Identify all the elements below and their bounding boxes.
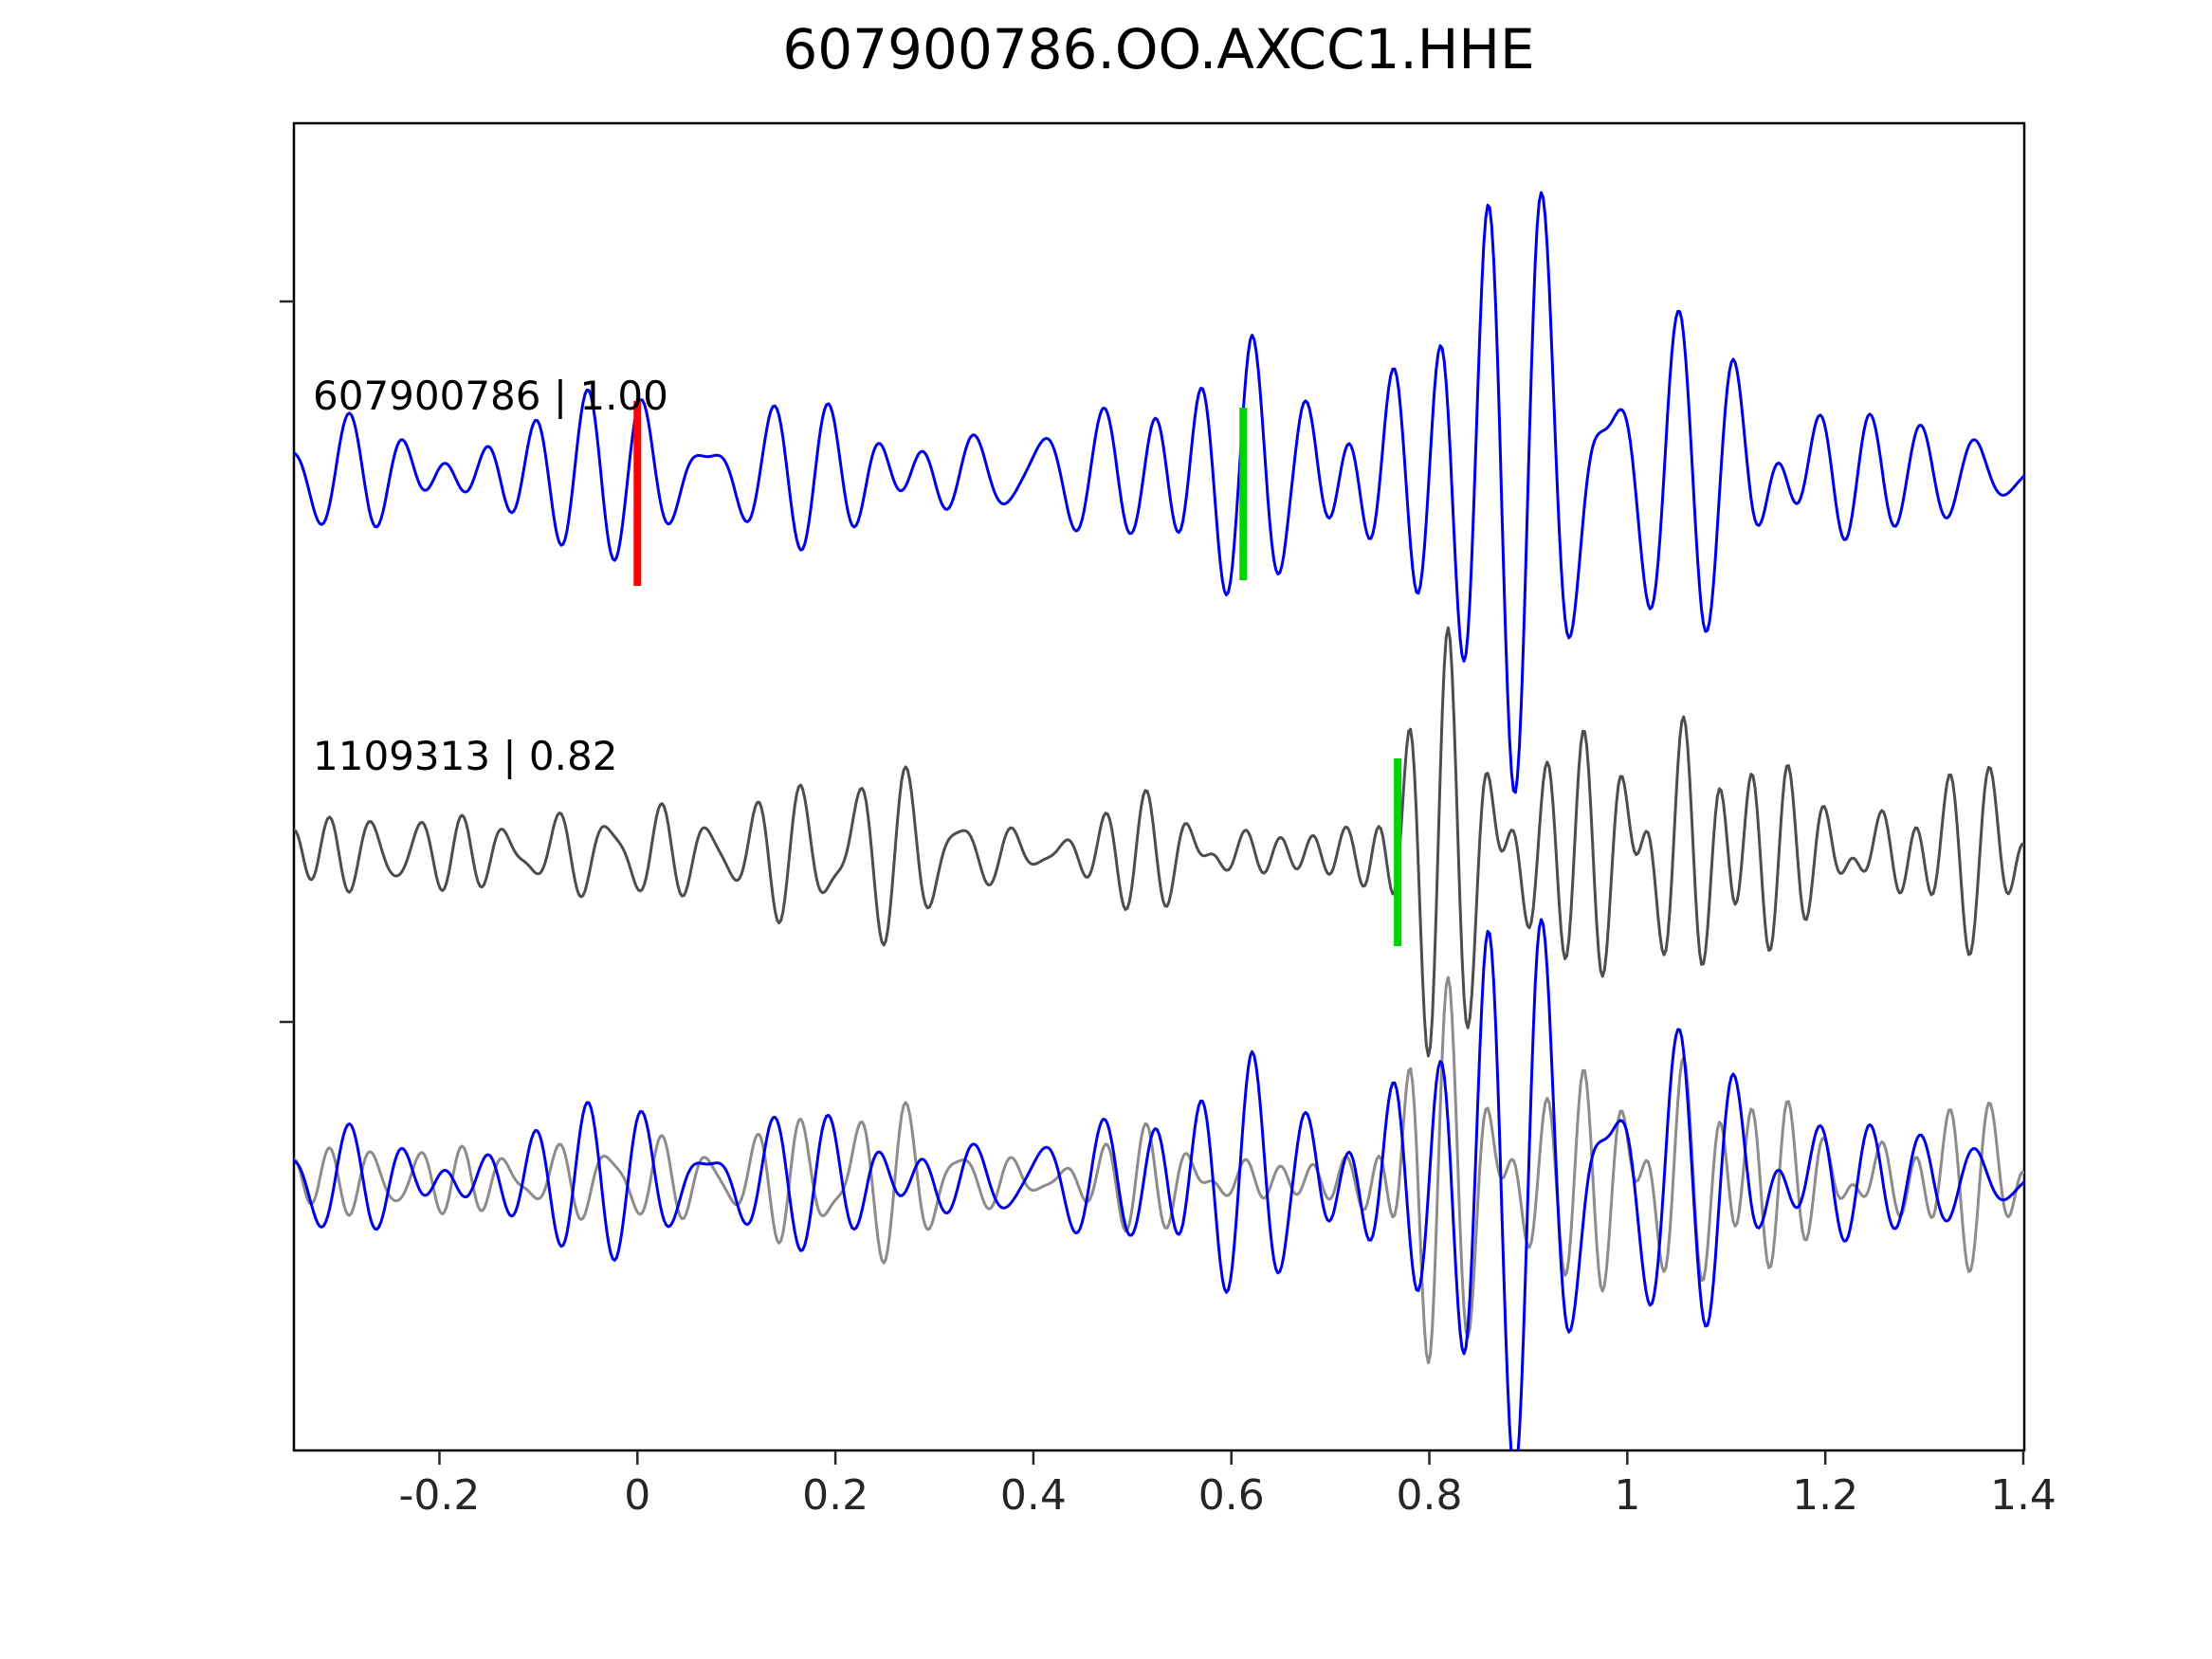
x-tick-label: 0.2 [802, 1471, 868, 1520]
overlay-matched-trace-path [294, 975, 2024, 1365]
plot-title: 607900786.OO.AXCC1.HHE [782, 17, 1534, 82]
axes-box [292, 121, 2026, 1452]
overlay-template-trace-path [294, 918, 2024, 1450]
x-tick-label: 1.2 [1792, 1471, 1858, 1520]
pick-markers [633, 401, 1402, 946]
x-tick-label: 0 [624, 1471, 650, 1520]
x-tick-label: -0.2 [399, 1471, 481, 1520]
matched-trace-path [294, 626, 2024, 1058]
x-tick-label: 1.4 [1990, 1471, 2057, 1520]
x-tick-label: 1 [1614, 1471, 1640, 1520]
x-tick-label: 0.8 [1397, 1471, 1463, 1520]
x-tick-label: 0.6 [1198, 1471, 1265, 1520]
x-axis-ticks: -0.2 0 0.2 0.4 0.6 0.8 1 1.2 1.4 [399, 1450, 2057, 1520]
template-trace-label: 607900786 | 1.00 [313, 373, 668, 419]
y-axis-ticks [280, 300, 294, 1024]
template-trace-path [294, 191, 2024, 794]
x-tick-label: 0.4 [1000, 1471, 1067, 1520]
waveform-traces [294, 191, 2024, 1450]
matched-trace-label: 1109313 | 0.82 [313, 733, 617, 779]
